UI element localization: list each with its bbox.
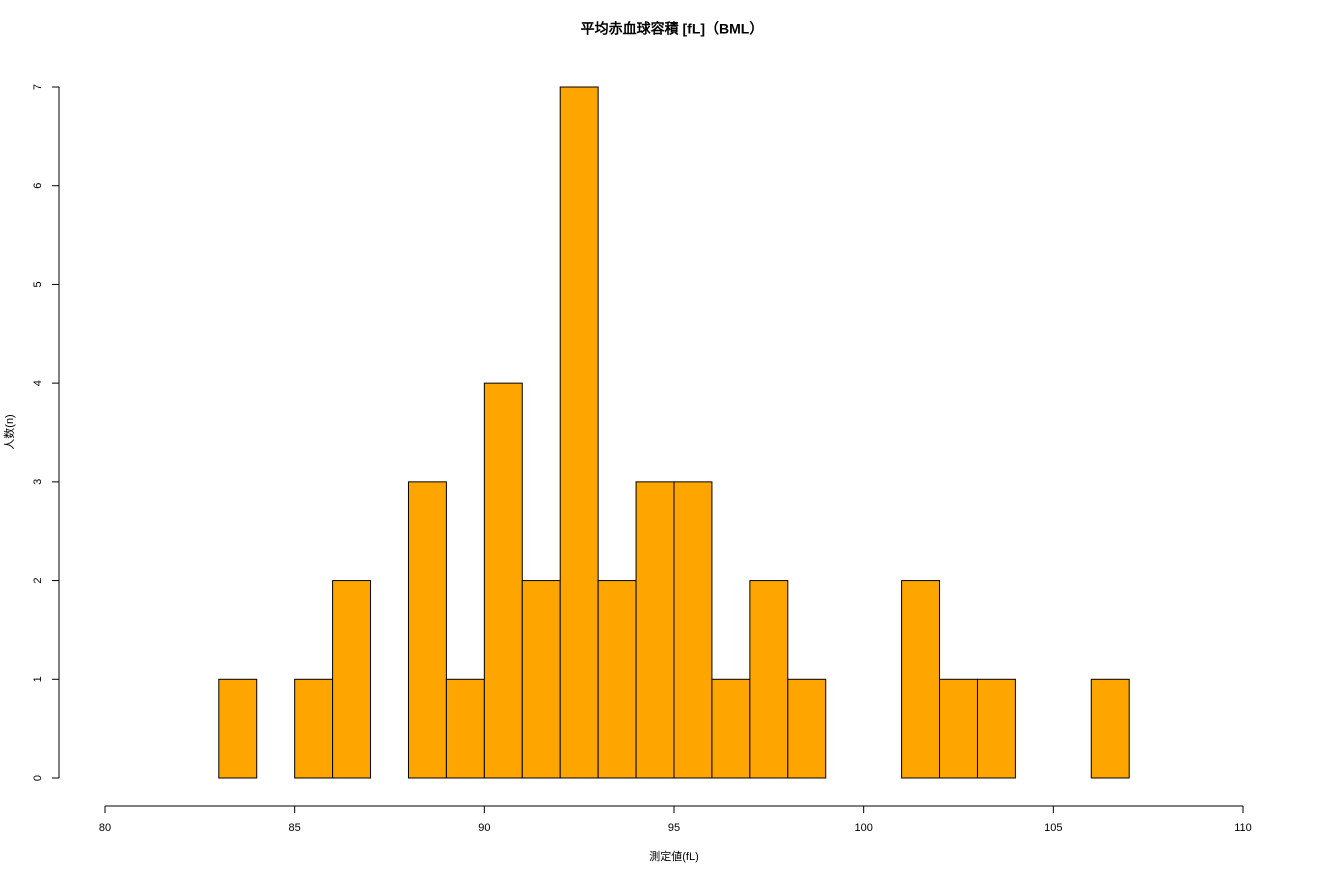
x-tick-label: 95 [668,822,680,834]
bar [711,678,751,779]
y-tick-label: 5 [32,281,44,287]
y-tick-label: 7 [32,84,44,90]
y-axis-label: 人数(n) [3,414,16,449]
x-tick-label: 105 [1044,822,1062,834]
chart-title: 平均赤血球容積 [fL]（BML） [581,21,764,37]
x-tick-label: 80 [99,822,111,834]
x-axis-label: 測定値(fL) [649,849,699,863]
bar [218,678,258,779]
y-tick-label: 0 [32,775,44,781]
y-tick-label: 3 [32,479,44,485]
y-tick-label: 2 [32,578,44,584]
bar [483,382,523,779]
bar [976,678,1016,779]
y-tick-label: 6 [32,183,44,189]
bar [597,580,637,779]
bar [939,678,978,779]
bar [635,481,675,779]
bar [901,580,941,779]
x-tick-label: 110 [1234,822,1252,834]
y-tick-label: 1 [32,676,44,682]
bar [332,580,372,779]
bar [1090,678,1130,779]
x-tick-label: 90 [478,822,490,834]
x-tick-label: 100 [854,822,872,834]
bar [445,678,485,779]
bar [673,481,713,779]
bar [521,580,561,779]
bar [294,678,334,779]
x-tick-label: 85 [289,822,301,834]
bar [407,481,447,779]
bar [749,580,789,779]
bar [559,86,599,779]
y-tick-label: 4 [32,380,44,386]
bar [787,678,827,779]
